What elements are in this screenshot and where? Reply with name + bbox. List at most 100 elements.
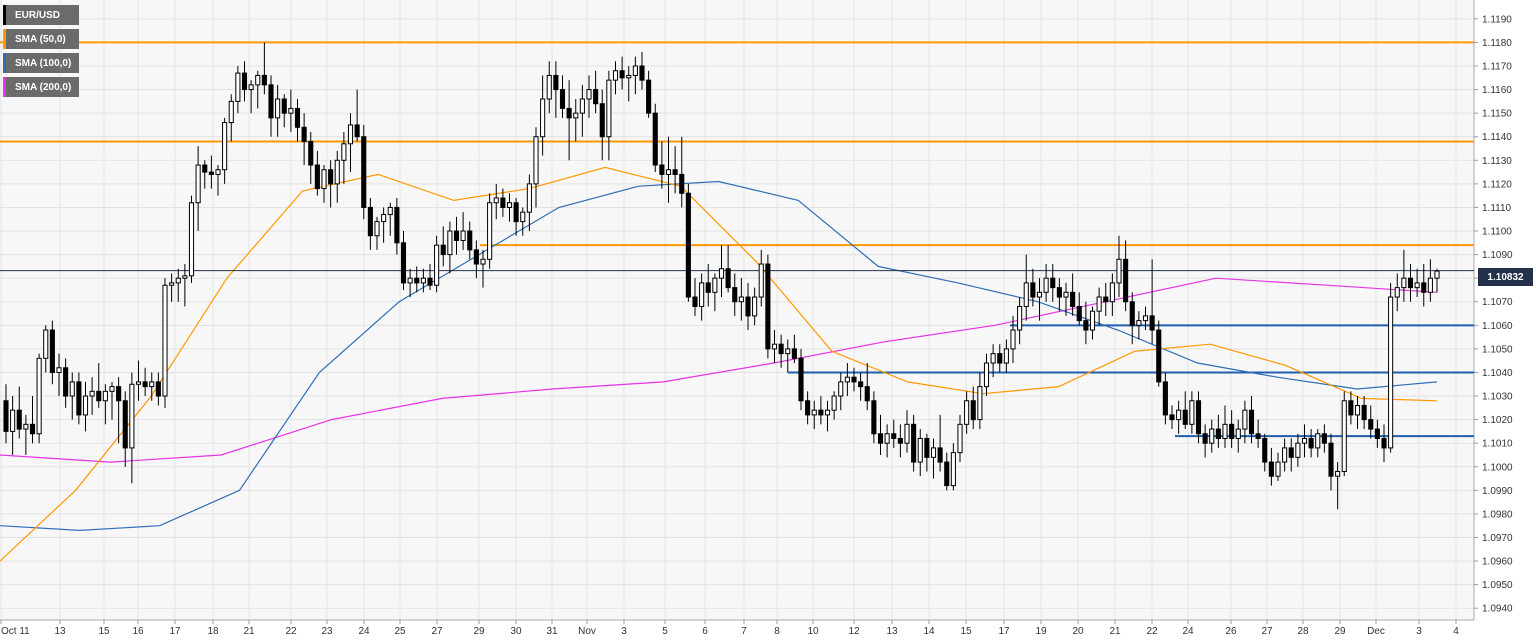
legend-item-sma50[interactable]: SMA (50,0)	[3, 29, 80, 49]
candle-body	[473, 249, 479, 265]
legend-item-sma200[interactable]: SMA (200,0)	[3, 77, 80, 97]
candle-body	[10, 409, 16, 432]
candle-body	[500, 197, 506, 208]
candle-body	[467, 230, 473, 251]
candle-body	[29, 423, 36, 435]
y-tick-label: 1.1040	[1482, 368, 1513, 379]
candle-body	[778, 343, 784, 355]
candle-body	[566, 107, 572, 119]
candle-body	[1381, 437, 1387, 449]
candle-body	[354, 124, 360, 138]
candle-body	[3, 400, 9, 432]
y-tick-label: 1.1060	[1482, 321, 1513, 332]
candle-body	[1050, 277, 1056, 289]
candle-body	[771, 343, 778, 350]
candle-body	[162, 284, 168, 397]
y-tick-label: 1.1120	[1482, 179, 1512, 190]
candle-body	[281, 98, 287, 114]
candle-body	[1162, 381, 1168, 416]
candle-body	[1354, 404, 1361, 416]
candle-body	[824, 409, 831, 416]
candle-body	[1262, 437, 1268, 463]
candle-body	[579, 98, 585, 114]
plot-area	[0, 0, 1474, 620]
x-tick-label: 13	[886, 626, 898, 637]
candle-body	[553, 74, 559, 91]
candle-body	[884, 433, 890, 444]
candle-body	[1123, 258, 1129, 303]
candle-body	[1176, 409, 1182, 421]
candle-body	[586, 89, 592, 100]
candle-body	[844, 376, 850, 383]
candle-body	[1089, 310, 1096, 331]
candle-body	[434, 244, 440, 286]
candle-body	[301, 126, 307, 142]
candle-body	[864, 386, 870, 402]
x-tick-label: 3	[621, 626, 627, 637]
candle-body	[493, 197, 499, 204]
x-tick-label: 3	[1416, 626, 1422, 637]
x-tick-label: 17	[998, 626, 1010, 637]
candle-body	[699, 282, 705, 307]
x-tick-label: 17	[169, 626, 181, 637]
candle-body	[838, 381, 844, 397]
candle-body	[96, 390, 102, 402]
x-tick-label: 16	[132, 626, 144, 637]
x-tick-label: Dec	[1367, 626, 1385, 637]
candle-body	[964, 400, 970, 425]
candle-body	[215, 169, 221, 175]
candle-body	[1010, 329, 1016, 350]
candle-body	[314, 164, 320, 190]
candle-body	[646, 79, 652, 114]
x-tick-label: 12	[848, 626, 860, 637]
y-tick-label: 1.1090	[1482, 250, 1513, 261]
x-tick-label: 14	[923, 626, 935, 637]
x-tick-label: 25	[394, 626, 406, 637]
last-price-label: 1.10832	[1478, 268, 1533, 286]
x-tick-label: 18	[207, 626, 219, 637]
candle-body	[447, 230, 453, 256]
candle-body	[49, 329, 55, 373]
y-tick-label: 1.0990	[1482, 486, 1513, 497]
candle-body	[811, 409, 817, 416]
candle-body	[672, 169, 678, 175]
candle-body	[56, 367, 62, 373]
candle-body	[626, 74, 632, 79]
candle-body	[1401, 277, 1407, 289]
candle-body	[182, 275, 188, 279]
candle-body	[1407, 277, 1414, 289]
candle-body	[241, 72, 248, 91]
candle-body	[102, 390, 108, 402]
candle-body	[1275, 461, 1281, 477]
x-tick-label: 21	[243, 626, 255, 637]
candle-body	[1295, 442, 1301, 458]
y-tick-label: 1.1160	[1482, 85, 1512, 96]
candle-body	[612, 70, 619, 81]
candle-body	[82, 395, 89, 416]
candle-body	[1195, 400, 1202, 435]
candle-body	[1103, 296, 1109, 303]
legend-item-sma100[interactable]: SMA (100,0)	[3, 53, 80, 73]
legend-item-eurusd[interactable]: EUR/USD	[3, 5, 80, 25]
candle-body	[175, 277, 181, 284]
candle-body	[1394, 287, 1400, 298]
sma100-line	[0, 180, 1438, 532]
candle-body	[1209, 428, 1215, 444]
candle-body	[705, 282, 711, 293]
candle-body	[1189, 400, 1195, 425]
candle-body	[1348, 400, 1354, 416]
candle-body	[420, 277, 426, 284]
candle-body	[1116, 258, 1122, 284]
candle-body	[1388, 296, 1394, 449]
candle-body	[1142, 315, 1149, 322]
candle-body	[89, 390, 95, 397]
candle-body	[361, 136, 367, 208]
y-tick-label: 1.1110	[1482, 203, 1512, 214]
candle-body	[1023, 282, 1029, 307]
candle-body	[480, 258, 486, 265]
candle-body	[785, 348, 791, 355]
candle-body	[1268, 461, 1274, 477]
candle-body	[957, 423, 963, 454]
candle-body	[791, 348, 797, 359]
candle-body	[546, 74, 552, 100]
